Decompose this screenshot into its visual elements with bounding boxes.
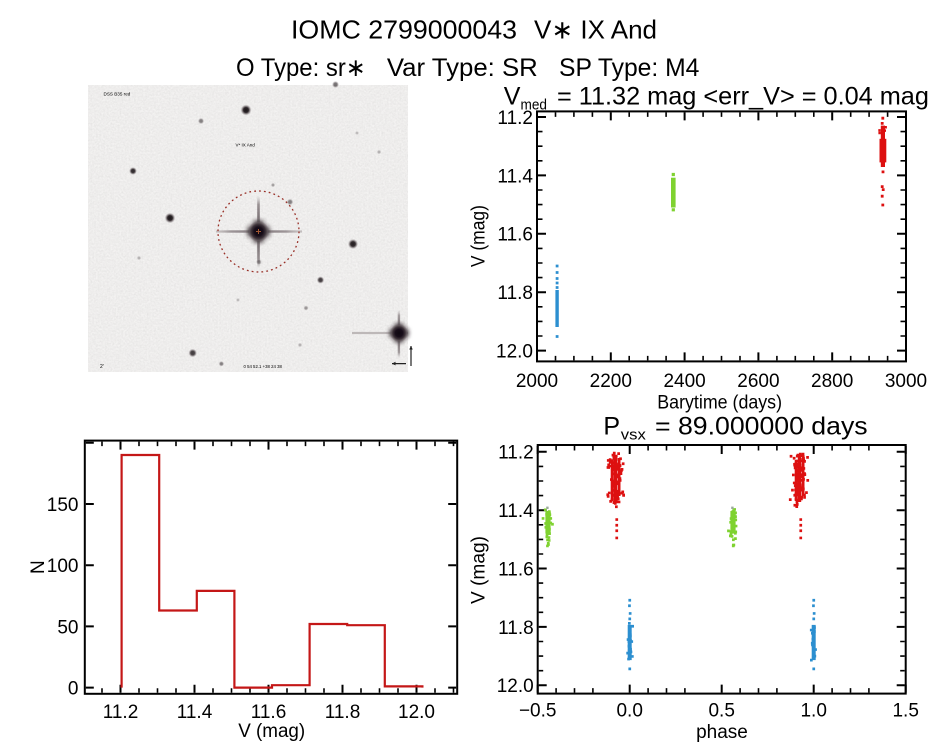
svg-text:2400: 2400: [663, 371, 705, 392]
svg-text:1.0: 1.0: [800, 701, 826, 722]
svg-text:11.8: 11.8: [498, 618, 534, 639]
svg-text:150: 150: [47, 495, 79, 516]
svg-text:0 54 52.1 +38 24 38: 0 54 52.1 +38 24 38: [244, 364, 283, 369]
svg-text:11.4: 11.4: [497, 166, 533, 187]
svg-text:O Type: sr∗: O Type: sr∗: [236, 54, 366, 82]
svg-text:0.5: 0.5: [708, 701, 734, 722]
svg-text:11.8: 11.8: [497, 283, 533, 304]
svg-text:12.0: 12.0: [496, 342, 533, 363]
svg-text:11.2: 11.2: [497, 108, 533, 129]
svg-text:V∗ IX And: V∗ IX And: [534, 14, 657, 44]
svg-text:V* IX And: V* IX And: [236, 143, 256, 148]
svg-text:Var Type: SR: Var Type: SR: [387, 54, 538, 82]
svg-text:N: N: [28, 560, 49, 574]
svg-text:11.4: 11.4: [498, 501, 534, 522]
svg-text:11.2: 11.2: [498, 443, 534, 464]
svg-text:DSS B35 red: DSS B35 red: [104, 92, 131, 97]
svg-text:Barytime (days): Barytime (days): [657, 392, 782, 413]
svg-text:11.4: 11.4: [177, 702, 213, 723]
svg-text:100: 100: [47, 556, 79, 577]
svg-text:2600: 2600: [737, 371, 779, 392]
svg-text:med: med: [521, 97, 548, 114]
svg-text:12.0: 12.0: [497, 676, 534, 697]
svg-text:1.5: 1.5: [892, 701, 918, 722]
svg-text:11.8: 11.8: [325, 702, 361, 723]
svg-text:0.0: 0.0: [616, 701, 642, 722]
svg-text:V (mag): V (mag): [469, 536, 490, 604]
svg-text:2800: 2800: [811, 371, 853, 392]
svg-text:12.0: 12.0: [398, 702, 435, 723]
svg-text:P: P: [603, 413, 620, 441]
svg-text:11.6: 11.6: [251, 702, 287, 723]
svg-text:= 89.000000 days: = 89.000000 days: [655, 413, 868, 441]
svg-text:IOMC 2799000043: IOMC 2799000043: [291, 14, 517, 44]
svg-text:11.6: 11.6: [497, 225, 533, 246]
svg-text:2200: 2200: [590, 371, 632, 392]
svg-text:= 11.32 mag <err_V> = 0.04: = 11.32 mag <err_V> = 0.04 mag: [557, 83, 929, 111]
svg-text:11.2: 11.2: [103, 702, 139, 723]
svg-text:50: 50: [57, 617, 78, 638]
svg-text:V: V: [504, 83, 521, 111]
svg-text:vsx: vsx: [621, 427, 647, 444]
svg-text:3000: 3000: [885, 371, 927, 392]
svg-text:0: 0: [68, 679, 79, 700]
svg-text:11.6: 11.6: [498, 559, 534, 580]
svg-text:V (mag): V (mag): [469, 205, 490, 267]
svg-text:−0.5: −0.5: [519, 701, 557, 722]
svg-text:SP Type: M4: SP Type: M4: [559, 54, 699, 82]
svg-text:2′: 2′: [100, 364, 104, 370]
svg-text:2000: 2000: [516, 371, 558, 392]
svg-text:phase: phase: [696, 722, 748, 743]
svg-text:V (mag): V (mag): [238, 721, 305, 742]
